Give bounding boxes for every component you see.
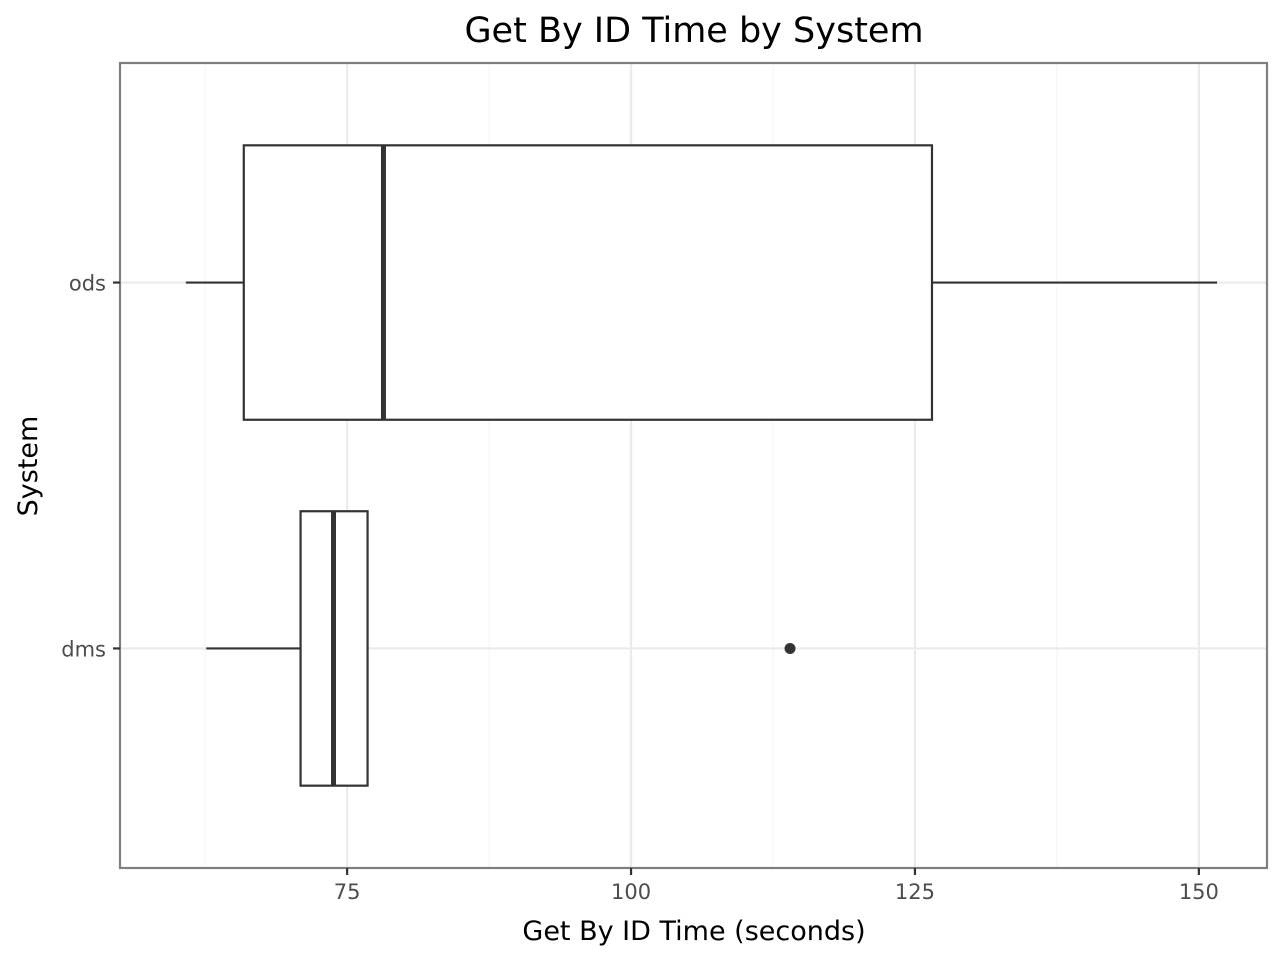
- y-tick-label: dms: [61, 637, 106, 661]
- box-iqr: [242, 144, 934, 421]
- plot-panel: [118, 61, 1269, 870]
- box-dms: [206, 510, 796, 787]
- boxes: [185, 144, 1218, 787]
- x-tick-label: 125: [895, 880, 935, 904]
- x-tick-label: 100: [611, 880, 651, 904]
- box-ods: [185, 144, 1218, 421]
- x-axis-title: Get By ID Time (seconds): [522, 916, 865, 947]
- y-axis-title: System: [13, 416, 44, 517]
- x-axis: 75 100 125 150: [334, 868, 1219, 904]
- y-axis: ods dms: [61, 272, 120, 661]
- y-tick-label: ods: [69, 272, 106, 296]
- outlier-point: [784, 642, 796, 654]
- chart-title: Get By ID Time by System: [464, 11, 923, 51]
- x-tick-label: 75: [334, 880, 361, 904]
- x-tick-label: 150: [1179, 880, 1219, 904]
